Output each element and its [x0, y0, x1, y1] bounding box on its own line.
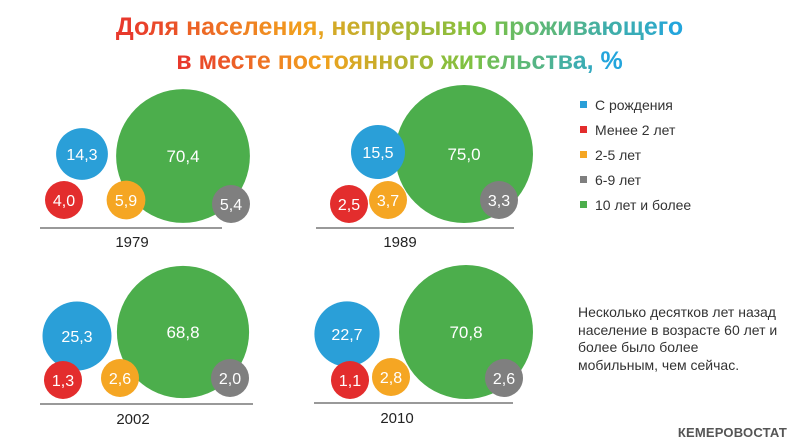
bubble-2-5: [372, 358, 410, 396]
bubble-2-5: [101, 359, 139, 397]
bubble-6-9: [212, 185, 250, 223]
legend-item: Менее 2 лет: [580, 117, 691, 142]
data-label: 3,7: [377, 193, 399, 210]
bubble-under-2: [331, 361, 369, 399]
chart-title-line: в месте постоянного жительства, %: [176, 47, 623, 75]
legend-swatch: [580, 151, 587, 158]
legend-swatch: [580, 126, 587, 133]
legend-label: 2-5 лет: [595, 146, 642, 163]
bubble-from-birth: [56, 128, 108, 180]
data-label: 2,5: [338, 197, 360, 214]
data-label: 3,3: [488, 193, 510, 210]
legend-item: С рождения: [580, 92, 691, 117]
year-label: 2002: [116, 411, 149, 428]
data-label: 25,3: [61, 329, 92, 346]
data-label: 1,1: [339, 373, 361, 390]
bubble-2-5: [106, 180, 146, 220]
chart-panel-2002: 68,8 25,3 1,3 2,6 2,0 2002: [40, 265, 253, 428]
bubble-under-2: [45, 181, 83, 219]
data-label: 70,8: [449, 323, 482, 342]
bubble-from-birth: [42, 301, 112, 371]
chart-panel-1979: 70,4 14,3 4,0 5,9 5,4 1979: [40, 89, 250, 251]
data-label: 5,4: [220, 197, 242, 214]
data-label: 2,0: [219, 371, 241, 388]
data-label: 4,0: [53, 193, 75, 210]
data-label: 5,9: [115, 193, 137, 210]
bubble-under-2: [330, 185, 368, 223]
legend-label: 10 лет и более: [595, 196, 692, 213]
bubble-10-plus: [116, 89, 250, 223]
year-label: 1979: [115, 234, 148, 251]
legend-label: 6-9 лет: [595, 171, 642, 188]
legend-swatch: [580, 176, 587, 183]
data-label: 68,8: [166, 323, 199, 342]
source-label: КЕМЕРОВОСТАТ: [677, 425, 787, 440]
legend-swatch: [580, 201, 587, 208]
bubble-10-plus: [116, 265, 250, 399]
bubble-from-birth: [351, 125, 405, 179]
legend-item: 2-5 лет: [580, 142, 691, 167]
data-label: 2,8: [380, 370, 402, 387]
year-label: 2010: [380, 410, 413, 427]
legend-label: С рождения: [595, 96, 673, 113]
bubble-6-9: [211, 359, 249, 397]
data-label: 14,3: [66, 147, 97, 164]
chart-title: Доля населения, непрерывно проживающего в…: [0, 10, 799, 78]
data-label: 22,7: [331, 327, 362, 344]
bubble-under-2: [44, 361, 82, 399]
legend-label: Менее 2 лет: [595, 121, 676, 138]
data-label: 15,5: [362, 145, 393, 162]
legend: С рождения Менее 2 лет 2-5 лет 6-9 лет 10 ле…: [580, 92, 691, 217]
chart-title-line: Доля населения, непрерывно проживающего: [115, 13, 684, 41]
data-label: 70,4: [166, 147, 199, 166]
chart-panel-2010: 70,8 22,7 1,1 2,8 2,6 2010: [314, 265, 533, 427]
legend-item: 6-9 лет: [580, 167, 691, 192]
data-label: 75,0: [447, 145, 480, 164]
bubble-from-birth: [314, 301, 380, 367]
annotation-note: Несколько десятков лет назад население в…: [578, 304, 778, 373]
data-label: 2,6: [493, 371, 515, 388]
year-label: 1989: [383, 234, 416, 251]
chart-panel-1989: 75,0 15,5 2,5 3,7 3,3 1989: [316, 85, 533, 251]
bubble-6-9: [485, 359, 523, 397]
legend-item: 10 лет и более: [580, 192, 691, 217]
bubble-6-9: [480, 181, 518, 219]
data-label: 2,6: [109, 371, 131, 388]
legend-swatch: [580, 101, 587, 108]
bubble-2-5: [369, 181, 407, 219]
data-label: 1,3: [52, 373, 74, 390]
